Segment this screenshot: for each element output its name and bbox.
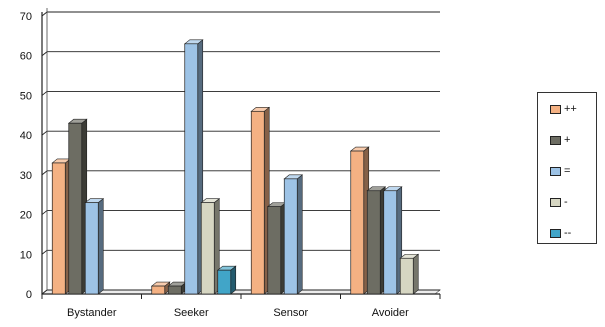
bar-front — [184, 43, 199, 295]
bar — [167, 281, 188, 295]
bar-front — [51, 162, 66, 295]
y-tick-label: 20 — [20, 210, 32, 222]
y-tick-label: 70 — [20, 11, 32, 23]
bar — [216, 265, 237, 295]
bar-front — [200, 202, 215, 295]
bar-front — [399, 257, 414, 295]
gridline — [41, 90, 440, 96]
bar — [399, 253, 420, 295]
x-tick-label: Bystander — [67, 307, 117, 319]
bar — [266, 202, 287, 295]
bar-front — [283, 178, 298, 295]
bar-side — [412, 253, 419, 295]
legend-item: = — [550, 165, 570, 177]
bar-front — [167, 285, 182, 295]
bar — [84, 198, 105, 295]
legend-swatch — [550, 135, 561, 145]
x-tick-label: Sensor — [273, 307, 308, 319]
y-tick-label: 30 — [20, 170, 32, 182]
bar-front — [151, 285, 166, 295]
legend-item: + — [550, 134, 570, 146]
bar — [150, 281, 171, 295]
legend-swatch — [550, 166, 561, 176]
y-tick-label: 0 — [26, 289, 32, 301]
bar-front — [84, 202, 99, 295]
gridline — [41, 130, 440, 136]
bar — [51, 158, 72, 295]
legend-label: ++ — [564, 103, 577, 116]
y-tick-label: 60 — [20, 51, 32, 63]
gridline — [41, 51, 440, 57]
gridline — [41, 11, 440, 17]
legend-label: - — [564, 196, 568, 209]
y-tick-label: 50 — [20, 90, 32, 102]
bar — [283, 174, 304, 295]
bar-side — [97, 198, 104, 295]
bar-front — [217, 269, 232, 295]
legend-item: - — [550, 196, 568, 208]
legend-label: + — [564, 134, 571, 147]
legend-swatch — [550, 228, 561, 238]
legend: ++ + = - -- — [537, 92, 597, 244]
bar-side — [230, 265, 237, 295]
x-tick-label: Seeker — [174, 307, 209, 319]
bar-front — [250, 110, 265, 295]
bar-front — [366, 190, 381, 295]
bar — [349, 146, 370, 295]
legend-item: ++ — [550, 103, 577, 115]
legend-label: = — [564, 165, 571, 178]
gridline — [41, 170, 440, 176]
bar — [67, 118, 88, 295]
y-tick-label: 10 — [20, 249, 32, 261]
bar — [183, 39, 204, 295]
legend-swatch — [550, 104, 561, 114]
bar-front — [267, 206, 282, 295]
x-tick-label: Avoider — [372, 307, 409, 319]
bar-front — [350, 150, 365, 295]
bar-side — [296, 174, 303, 295]
bar — [382, 186, 403, 295]
bar-front — [68, 122, 83, 295]
bar-front — [383, 190, 398, 295]
y-tick-label: 40 — [20, 130, 32, 142]
legend-swatch — [550, 197, 561, 207]
bar — [200, 198, 221, 295]
legend-label: -- — [564, 227, 572, 240]
bar — [366, 186, 387, 295]
bar — [250, 106, 271, 295]
legend-item: -- — [550, 227, 571, 239]
